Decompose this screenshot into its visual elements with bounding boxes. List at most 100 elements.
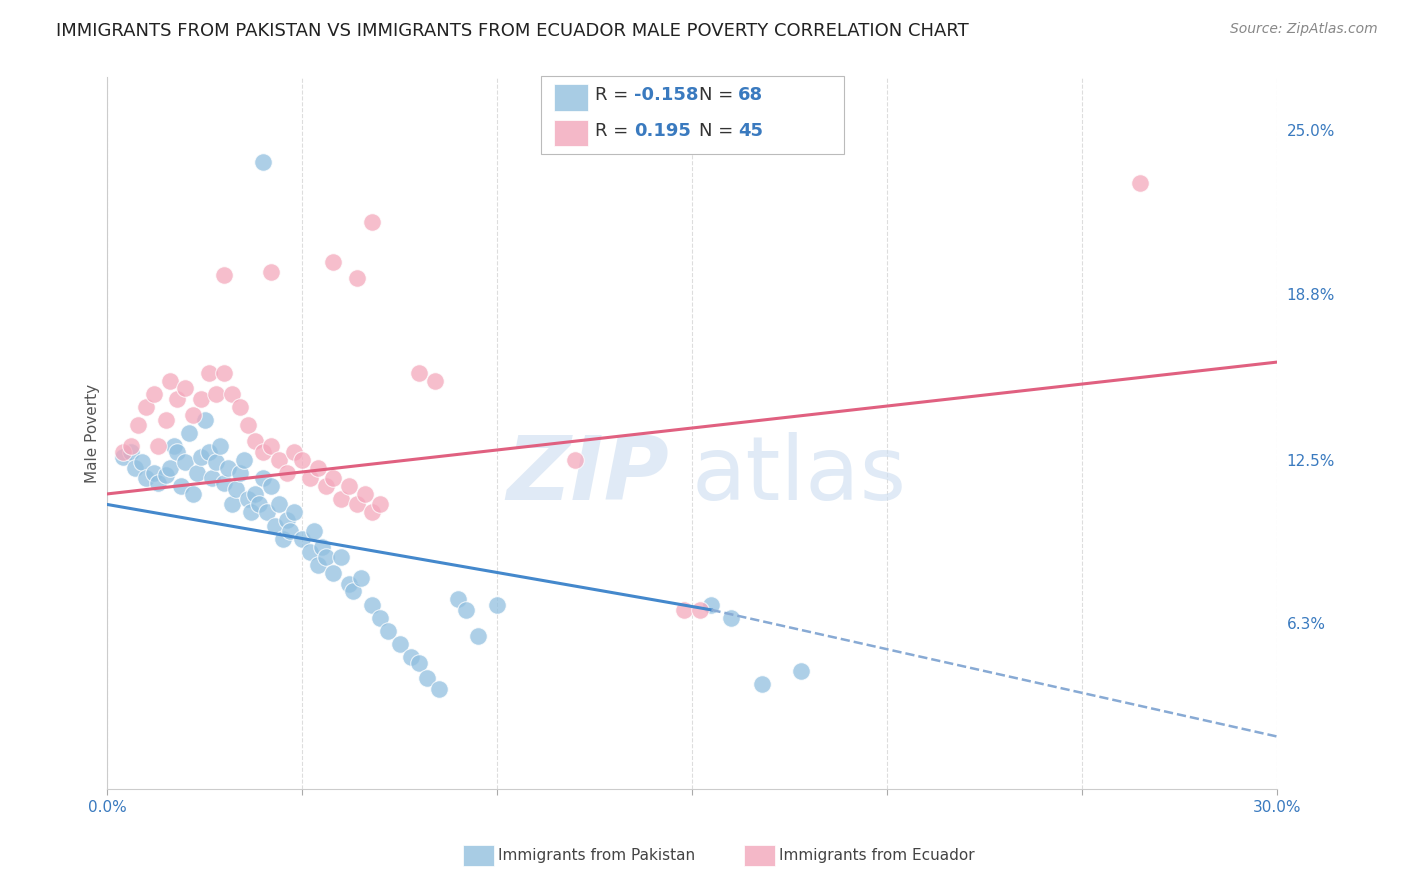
Point [201, 471, 224, 485]
Point [194, 413, 217, 427]
Point [361, 505, 384, 519]
Point [361, 598, 384, 612]
Point [155, 413, 177, 427]
Point [720, 611, 742, 625]
Point [346, 270, 368, 285]
Point [197, 366, 219, 380]
Point [252, 154, 274, 169]
Point [186, 466, 208, 480]
Point [146, 476, 169, 491]
Point [322, 255, 344, 269]
Point [247, 498, 270, 512]
Point [291, 452, 314, 467]
Point [276, 513, 298, 527]
Point [416, 672, 439, 686]
Point [368, 611, 391, 625]
Point [322, 471, 344, 485]
Point [155, 468, 177, 483]
Point [190, 392, 212, 406]
Point [252, 471, 274, 485]
Text: R =: R = [595, 87, 634, 104]
Text: -0.158: -0.158 [634, 87, 699, 104]
Point [162, 440, 184, 454]
Point [342, 584, 364, 599]
Text: Immigrants from Ecuador: Immigrants from Ecuador [779, 848, 974, 863]
Text: N =: N = [699, 87, 738, 104]
Point [127, 418, 149, 433]
Point [291, 532, 314, 546]
Point [311, 540, 333, 554]
Point [330, 492, 353, 507]
Point [283, 505, 305, 519]
Point [131, 455, 153, 469]
Point [181, 487, 204, 501]
Point [408, 656, 430, 670]
Point [166, 444, 188, 458]
Point [298, 471, 321, 485]
Text: IMMIGRANTS FROM PAKISTAN VS IMMIGRANTS FROM ECUADOR MALE POVERTY CORRELATION CHA: IMMIGRANTS FROM PAKISTAN VS IMMIGRANTS F… [56, 22, 969, 40]
Point [205, 386, 228, 401]
Text: R =: R = [595, 122, 640, 140]
Point [197, 444, 219, 458]
Point [143, 386, 166, 401]
Point [205, 455, 228, 469]
Point [751, 676, 773, 690]
Point [236, 492, 259, 507]
Point [166, 392, 188, 406]
Point [349, 571, 371, 585]
Point [486, 598, 509, 612]
Point [135, 400, 157, 414]
Point [135, 471, 157, 485]
Point [263, 518, 285, 533]
Point [212, 268, 235, 282]
Point [276, 466, 298, 480]
Point [447, 592, 470, 607]
Text: atlas: atlas [692, 433, 907, 519]
Point [368, 498, 391, 512]
Point [256, 505, 278, 519]
Point [689, 603, 711, 617]
Point [240, 505, 263, 519]
Point [212, 366, 235, 380]
Point [236, 418, 259, 433]
Point [467, 629, 489, 643]
Point [225, 482, 247, 496]
Point [159, 374, 181, 388]
Point [232, 452, 254, 467]
Point [322, 566, 344, 580]
Point [174, 382, 197, 396]
Point [377, 624, 399, 638]
Point [298, 545, 321, 559]
Text: 0.195: 0.195 [634, 122, 690, 140]
Point [146, 440, 169, 454]
Point [1129, 176, 1152, 190]
Y-axis label: Male Poverty: Male Poverty [86, 384, 100, 483]
Point [229, 466, 252, 480]
Point [111, 444, 134, 458]
Point [361, 215, 384, 229]
Text: Immigrants from Pakistan: Immigrants from Pakistan [498, 848, 695, 863]
Point [267, 452, 290, 467]
Point [307, 460, 329, 475]
Point [170, 479, 193, 493]
Text: 68: 68 [738, 87, 763, 104]
Point [283, 444, 305, 458]
Point [330, 550, 353, 565]
Point [337, 576, 360, 591]
Point [700, 598, 723, 612]
Point [564, 452, 586, 467]
Point [673, 603, 696, 617]
Point [252, 444, 274, 458]
Point [245, 434, 267, 449]
Point [120, 440, 142, 454]
Text: Source: ZipAtlas.com: Source: ZipAtlas.com [1230, 22, 1378, 37]
Point [217, 460, 239, 475]
Point [280, 524, 302, 538]
Point [174, 455, 197, 469]
Point [120, 444, 142, 458]
Point [221, 498, 243, 512]
Point [260, 265, 283, 279]
Point [245, 487, 267, 501]
Point [212, 476, 235, 491]
Point [346, 498, 368, 512]
